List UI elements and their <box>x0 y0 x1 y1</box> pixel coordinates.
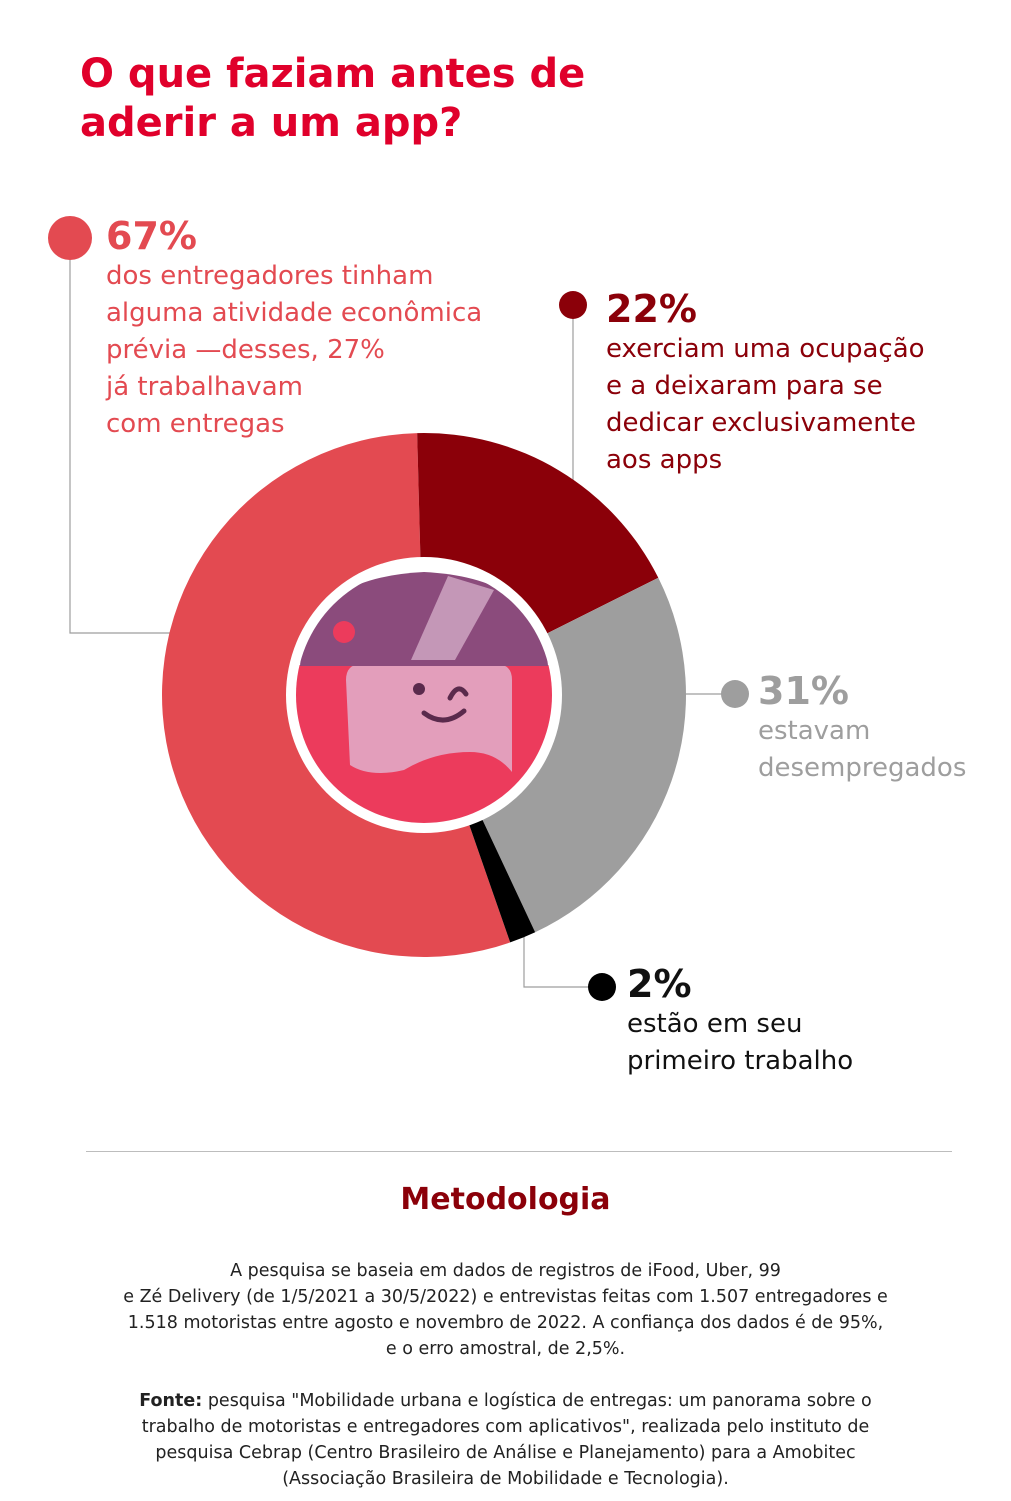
pct-label: 2% <box>627 962 692 1006</box>
leader-line-67 <box>69 238 170 634</box>
slice-unemployed <box>479 577 686 933</box>
source-note: Fonte: pesquisa "Mobilidade urbana e log… <box>139 1391 872 1489</box>
label-left-job: 22% exerciam uma ocupação e a deixaram p… <box>606 287 925 475</box>
methodology-title: Metodologia <box>400 1182 611 1217</box>
dot-31 <box>721 680 749 708</box>
leader-line-2 <box>523 935 602 988</box>
slice-left-job <box>417 433 659 637</box>
label-first-job: 2% estão em seu primeiro trabalho <box>627 962 854 1076</box>
courier-helmet-face-icon <box>296 567 552 823</box>
methodology-body: A pesquisa se baseia em dados de registr… <box>40 1258 971 1492</box>
pct-label: 31% <box>758 669 849 713</box>
page-title: O que faziam antes de aderir a um app? <box>80 51 586 146</box>
label-unemployed: 31% estavam desempregados <box>758 669 967 783</box>
dot-2 <box>588 973 616 1001</box>
slice-first-job <box>466 812 536 943</box>
dot-67 <box>48 216 92 260</box>
section-divider <box>86 1151 952 1152</box>
dot-22 <box>559 291 587 319</box>
source-label: Fonte: <box>139 1391 203 1411</box>
pct-label: 67% <box>106 214 197 258</box>
label-previous-activity: 67% dos entregadores tinham alguma ativi… <box>106 214 483 439</box>
pct-label: 22% <box>606 287 697 331</box>
